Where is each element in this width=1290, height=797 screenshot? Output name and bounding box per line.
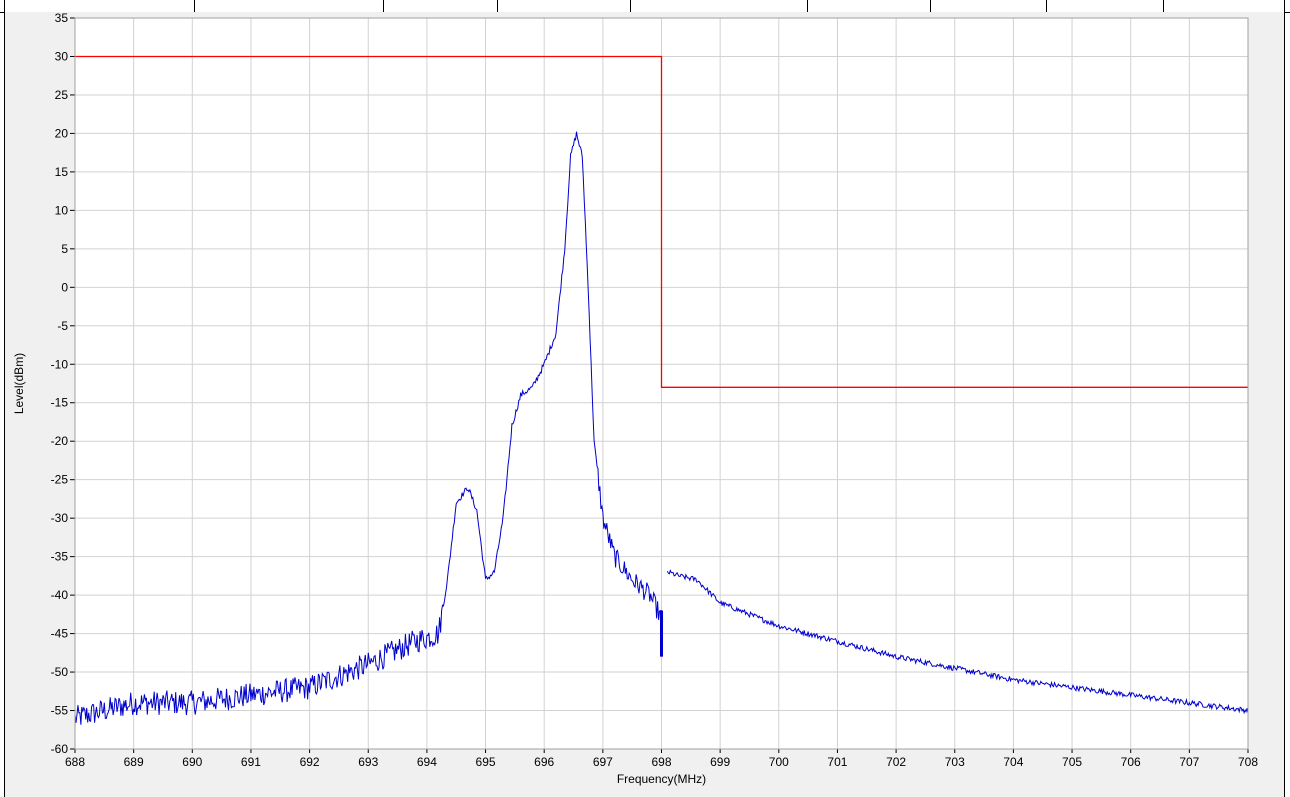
y-tick-label: 0	[61, 280, 68, 294]
limit-mask-line	[75, 55, 1248, 388]
y-axis-ticks: 35 30 25 20 15 10 5 0 -5 -10 -15 -20 -25 -30 -35 -40 -45…	[51, 12, 75, 756]
y-tick-label: -20	[51, 434, 69, 448]
x-tick-label: 695	[476, 755, 496, 769]
y-tick-label: -25	[51, 473, 69, 487]
x-tick-label: 697	[593, 755, 613, 769]
y-tick-label: 25	[55, 88, 69, 102]
y-tick-label: -30	[51, 511, 69, 525]
column-separator	[630, 0, 631, 12]
x-tick-label: 703	[945, 755, 965, 769]
x-tick-label: 696	[534, 755, 554, 769]
column-separator	[1163, 0, 1164, 12]
column-separator	[1284, 0, 1285, 12]
y-tick-label: 15	[55, 165, 69, 179]
series-layer	[74, 55, 1249, 725]
x-tick-label: 701	[827, 755, 847, 769]
x-axis-title: Frequency(MHz)	[617, 772, 706, 786]
x-tick-label: 693	[358, 755, 378, 769]
y-tick-label: -5	[57, 319, 68, 333]
x-tick-label: 688	[65, 755, 85, 769]
x-tick-label: 706	[1121, 755, 1141, 769]
column-separator	[4, 0, 5, 12]
y-tick-label: 5	[61, 242, 68, 256]
column-separator	[1046, 0, 1047, 12]
x-axis-ticks: 688 689 690 691 692 693 694 695 696 697 698 699 700 7…	[65, 749, 1258, 769]
x-tick-label: 692	[300, 755, 320, 769]
grid-lines	[74, 17, 1249, 750]
column-separator	[194, 0, 195, 12]
x-tick-label: 700	[769, 755, 789, 769]
x-tick-label: 704	[1003, 755, 1023, 769]
x-tick-label: 702	[886, 755, 906, 769]
x-tick-label: 690	[182, 755, 202, 769]
y-tick-label: -60	[51, 742, 69, 756]
frame-border-left	[4, 12, 5, 797]
column-separator	[383, 0, 384, 12]
frame-border-right	[1284, 12, 1285, 797]
column-separator	[930, 0, 931, 12]
column-separator	[497, 0, 498, 12]
x-tick-label: 689	[124, 755, 144, 769]
y-tick-label: 30	[55, 49, 69, 63]
y-tick-label: -55	[51, 704, 69, 718]
x-tick-label: 691	[241, 755, 261, 769]
plot-border	[74, 17, 1249, 750]
y-tick-label: 35	[55, 12, 69, 25]
x-tick-label: 699	[710, 755, 730, 769]
y-tick-label: -45	[51, 627, 69, 641]
x-tick-label: 708	[1238, 755, 1258, 769]
spectrum-trace	[74, 131, 662, 725]
y-tick-label: -50	[51, 665, 69, 679]
chart-panel: 688 689 690 691 692 693 694 695 696 697 698 699 700 7…	[5, 12, 1284, 797]
spectrum-chart: 688 689 690 691 692 693 694 695 696 697 698 699 700 7…	[12, 12, 1258, 786]
y-tick-label: -40	[51, 588, 69, 602]
y-tick-label: 20	[55, 126, 69, 140]
column-separator	[807, 0, 808, 12]
x-tick-label: 705	[1062, 755, 1082, 769]
spectrum-trace	[666, 569, 1249, 715]
x-tick-label: 694	[417, 755, 437, 769]
y-tick-label: -10	[51, 357, 69, 371]
x-tick-label: 707	[1179, 755, 1199, 769]
y-axis-title: Level(dBm)	[12, 353, 26, 414]
x-tick-label: 698	[651, 755, 671, 769]
y-tick-label: 10	[55, 203, 69, 217]
y-tick-label: -35	[51, 550, 69, 564]
y-tick-label: -15	[51, 396, 69, 410]
